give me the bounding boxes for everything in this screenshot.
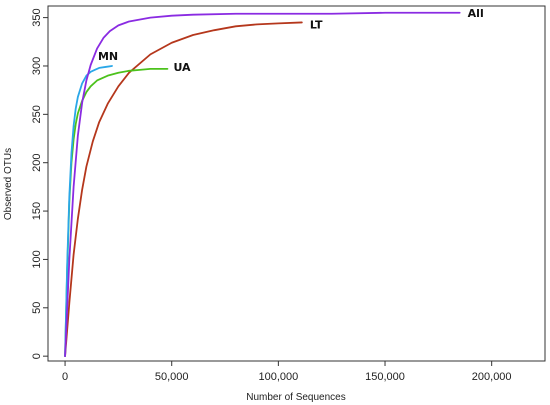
plot-frame bbox=[47, 5, 546, 362]
series-label-lt: LT bbox=[310, 18, 323, 31]
series-line-all bbox=[64, 11, 461, 358]
series-label-mn: MN bbox=[98, 50, 118, 63]
x-tick-label-50000: 50,000 bbox=[155, 371, 189, 383]
series-line-mn bbox=[64, 65, 113, 358]
x-axis-title: Number of Sequences bbox=[246, 392, 346, 403]
x-tick-label-100000: 100,000 bbox=[258, 371, 298, 383]
x-tick-label-150000: 150,000 bbox=[365, 371, 405, 383]
series-labels: All LT MN UA bbox=[98, 7, 484, 74]
y-tick-label-200: 200 bbox=[31, 154, 43, 172]
y-tick-label-250: 250 bbox=[31, 105, 43, 123]
y-axis: 0 50 100 150 200 250 300 350 bbox=[31, 8, 48, 359]
y-tick-label-350: 350 bbox=[31, 8, 43, 26]
y-axis-title: Observed OTUs bbox=[3, 148, 14, 220]
series-line-lt bbox=[64, 21, 303, 358]
y-tick-label-150: 150 bbox=[31, 202, 43, 220]
y-tick-label-0: 0 bbox=[31, 353, 43, 359]
series-label-all: All bbox=[468, 7, 484, 20]
x-axis: 0 50,000 100,000 150,000 200,000 bbox=[62, 361, 512, 383]
series-layer bbox=[64, 11, 461, 358]
x-tick-label-200000: 200,000 bbox=[472, 371, 512, 383]
x-tick-label-0: 0 bbox=[62, 371, 68, 383]
y-tick-label-50: 50 bbox=[31, 302, 43, 314]
series-label-ua: UA bbox=[173, 61, 191, 74]
y-tick-label-300: 300 bbox=[31, 57, 43, 75]
y-tick-label-100: 100 bbox=[31, 250, 43, 268]
